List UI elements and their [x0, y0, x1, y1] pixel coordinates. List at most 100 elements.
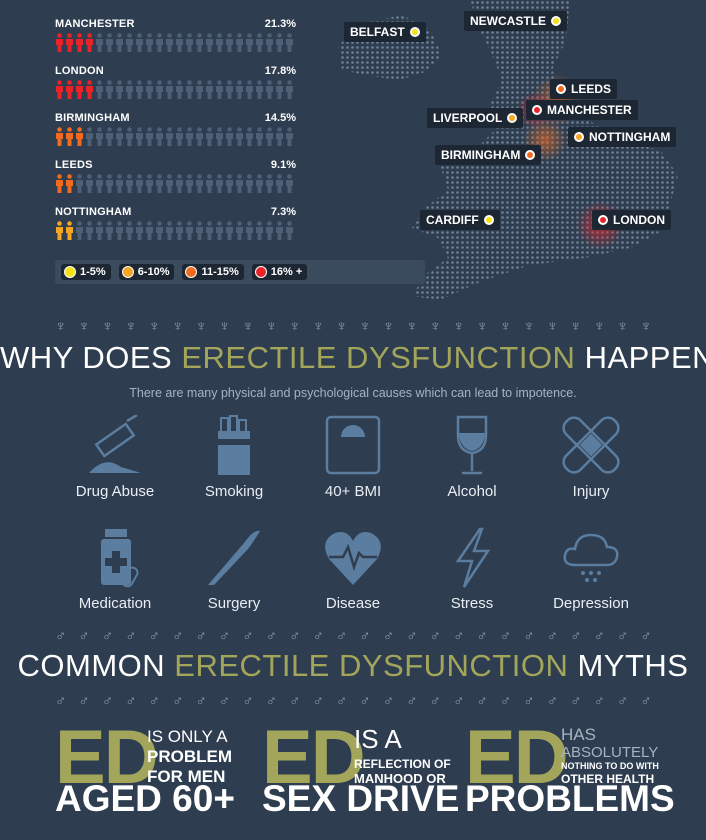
person-icon	[76, 33, 83, 52]
person-icon	[56, 127, 63, 146]
city-stats-list: MANCHESTER 21.3% LONDON 17.8% BIRMINGHAM…	[55, 12, 300, 247]
heading-text: MYTHS	[568, 648, 689, 683]
map-label-belfast: BELFAST	[344, 22, 426, 42]
person-icon	[126, 80, 133, 99]
person-icon	[86, 33, 93, 52]
city-name: MANCHESTER	[55, 18, 135, 30]
legend-dot-icon	[121, 266, 134, 278]
person-icon	[216, 221, 223, 240]
map-pin-icon	[507, 113, 518, 123]
legend-item: 11-15%	[182, 264, 244, 280]
person-icon	[236, 80, 243, 99]
myth-line: PROBLEM	[147, 747, 232, 766]
cause-medication: Medication	[55, 527, 175, 612]
person-icon	[256, 127, 263, 146]
map-label-text: LEEDS	[571, 82, 612, 96]
scalpel-icon	[208, 530, 260, 585]
myth-big-text: PROBLEMS	[465, 778, 675, 819]
person-icon	[246, 221, 253, 240]
person-icon	[146, 174, 153, 193]
person-icon	[66, 80, 73, 99]
cause-label: Stress	[450, 595, 494, 612]
person-icon	[116, 174, 123, 193]
cause-stress: Stress	[412, 527, 532, 612]
person-icon	[236, 174, 243, 193]
heart-pulse-icon	[325, 532, 381, 585]
person-icon	[96, 80, 103, 99]
map-pin-icon	[598, 215, 608, 225]
legend-item: 1-5%	[61, 264, 111, 280]
rain-cloud-icon	[563, 533, 619, 582]
person-icon	[236, 33, 243, 52]
heading-text: HAPPEN?	[584, 340, 706, 375]
cause-label: Disease	[325, 595, 381, 612]
person-icon	[146, 80, 153, 99]
person-icon	[226, 33, 233, 52]
person-icon	[286, 127, 293, 146]
person-icon	[86, 221, 93, 240]
person-icon	[156, 33, 163, 52]
person-icon	[166, 127, 173, 146]
person-icon	[226, 80, 233, 99]
person-icon	[156, 80, 163, 99]
person-icon	[206, 174, 213, 193]
person-icon	[206, 80, 213, 99]
myth-ed: ED	[262, 715, 366, 800]
person-icon	[76, 174, 83, 193]
person-icon	[126, 174, 133, 193]
prevalence-legend: 1-5% 6-10% 11-15% 16% +	[55, 260, 425, 284]
person-icon	[176, 174, 183, 193]
myth-ed: ED	[465, 715, 569, 800]
person-icon	[196, 221, 203, 240]
city-row-london: LONDON 17.8%	[55, 59, 300, 106]
person-icon	[146, 127, 153, 146]
cause-drug-abuse: Drug Abuse	[55, 415, 175, 500]
heading-text: WHY DOES	[0, 340, 182, 375]
myth-line: FOR MEN	[147, 767, 226, 786]
person-icon	[186, 80, 193, 99]
map-label-text: CARDIFF	[426, 213, 479, 227]
person-icon	[286, 33, 293, 52]
uk-map: BELFAST NEWCASTLE LEEDS LIVERPOOL MANCHE…	[330, 0, 706, 305]
legend-label: 16% +	[270, 266, 303, 278]
person-icon	[76, 221, 83, 240]
map-label-text: BIRMINGHAM	[441, 148, 521, 162]
person-icon	[236, 221, 243, 240]
person-icon	[106, 174, 113, 193]
map-label-leeds: LEEDS	[550, 79, 618, 99]
person-icon	[276, 174, 283, 193]
person-icon	[76, 80, 83, 99]
person-icon	[216, 33, 223, 52]
map-label-nottingham: NOTTINGHAM	[568, 127, 677, 147]
cause-disease: Disease	[293, 527, 413, 612]
myths-heading: COMMON ERECTILE DYSFUNCTION MYTHS	[0, 648, 706, 684]
person-icon	[266, 127, 273, 146]
person-icon	[126, 33, 133, 52]
person-icon	[146, 221, 153, 240]
person-icon	[196, 127, 203, 146]
city-percent: 7.3%	[270, 206, 296, 218]
person-icon	[226, 174, 233, 193]
map-label-manchester: MANCHESTER	[526, 100, 638, 120]
myth-line: IS ONLY A	[147, 727, 228, 746]
cause-label: 40+ BMI	[324, 483, 382, 500]
male-symbol-divider: ♂ ♂ ♂ ♂ ♂ ♂ ♂ ♂ ♂ ♂ ♂ ♂ ♂ ♂ ♂ ♂ ♂ ♂ ♂ ♂ …	[55, 693, 655, 710]
cause-label: Depression	[553, 595, 629, 612]
person-icon	[286, 174, 293, 193]
person-icon	[156, 127, 163, 146]
person-icon	[136, 174, 143, 193]
person-icon	[126, 127, 133, 146]
person-icon	[246, 174, 253, 193]
person-icon	[216, 127, 223, 146]
lightning-icon	[455, 527, 491, 588]
person-icon	[246, 80, 253, 99]
map-label-newcastle: NEWCASTLE	[464, 11, 567, 31]
person-icon	[276, 221, 283, 240]
myth-ed: ED	[55, 715, 159, 800]
cause-smoking: Smoking	[174, 415, 294, 500]
person-icon	[136, 80, 143, 99]
person-icon	[56, 174, 63, 193]
person-icon	[256, 221, 263, 240]
person-icon	[56, 80, 63, 99]
person-icons-row	[55, 80, 294, 99]
